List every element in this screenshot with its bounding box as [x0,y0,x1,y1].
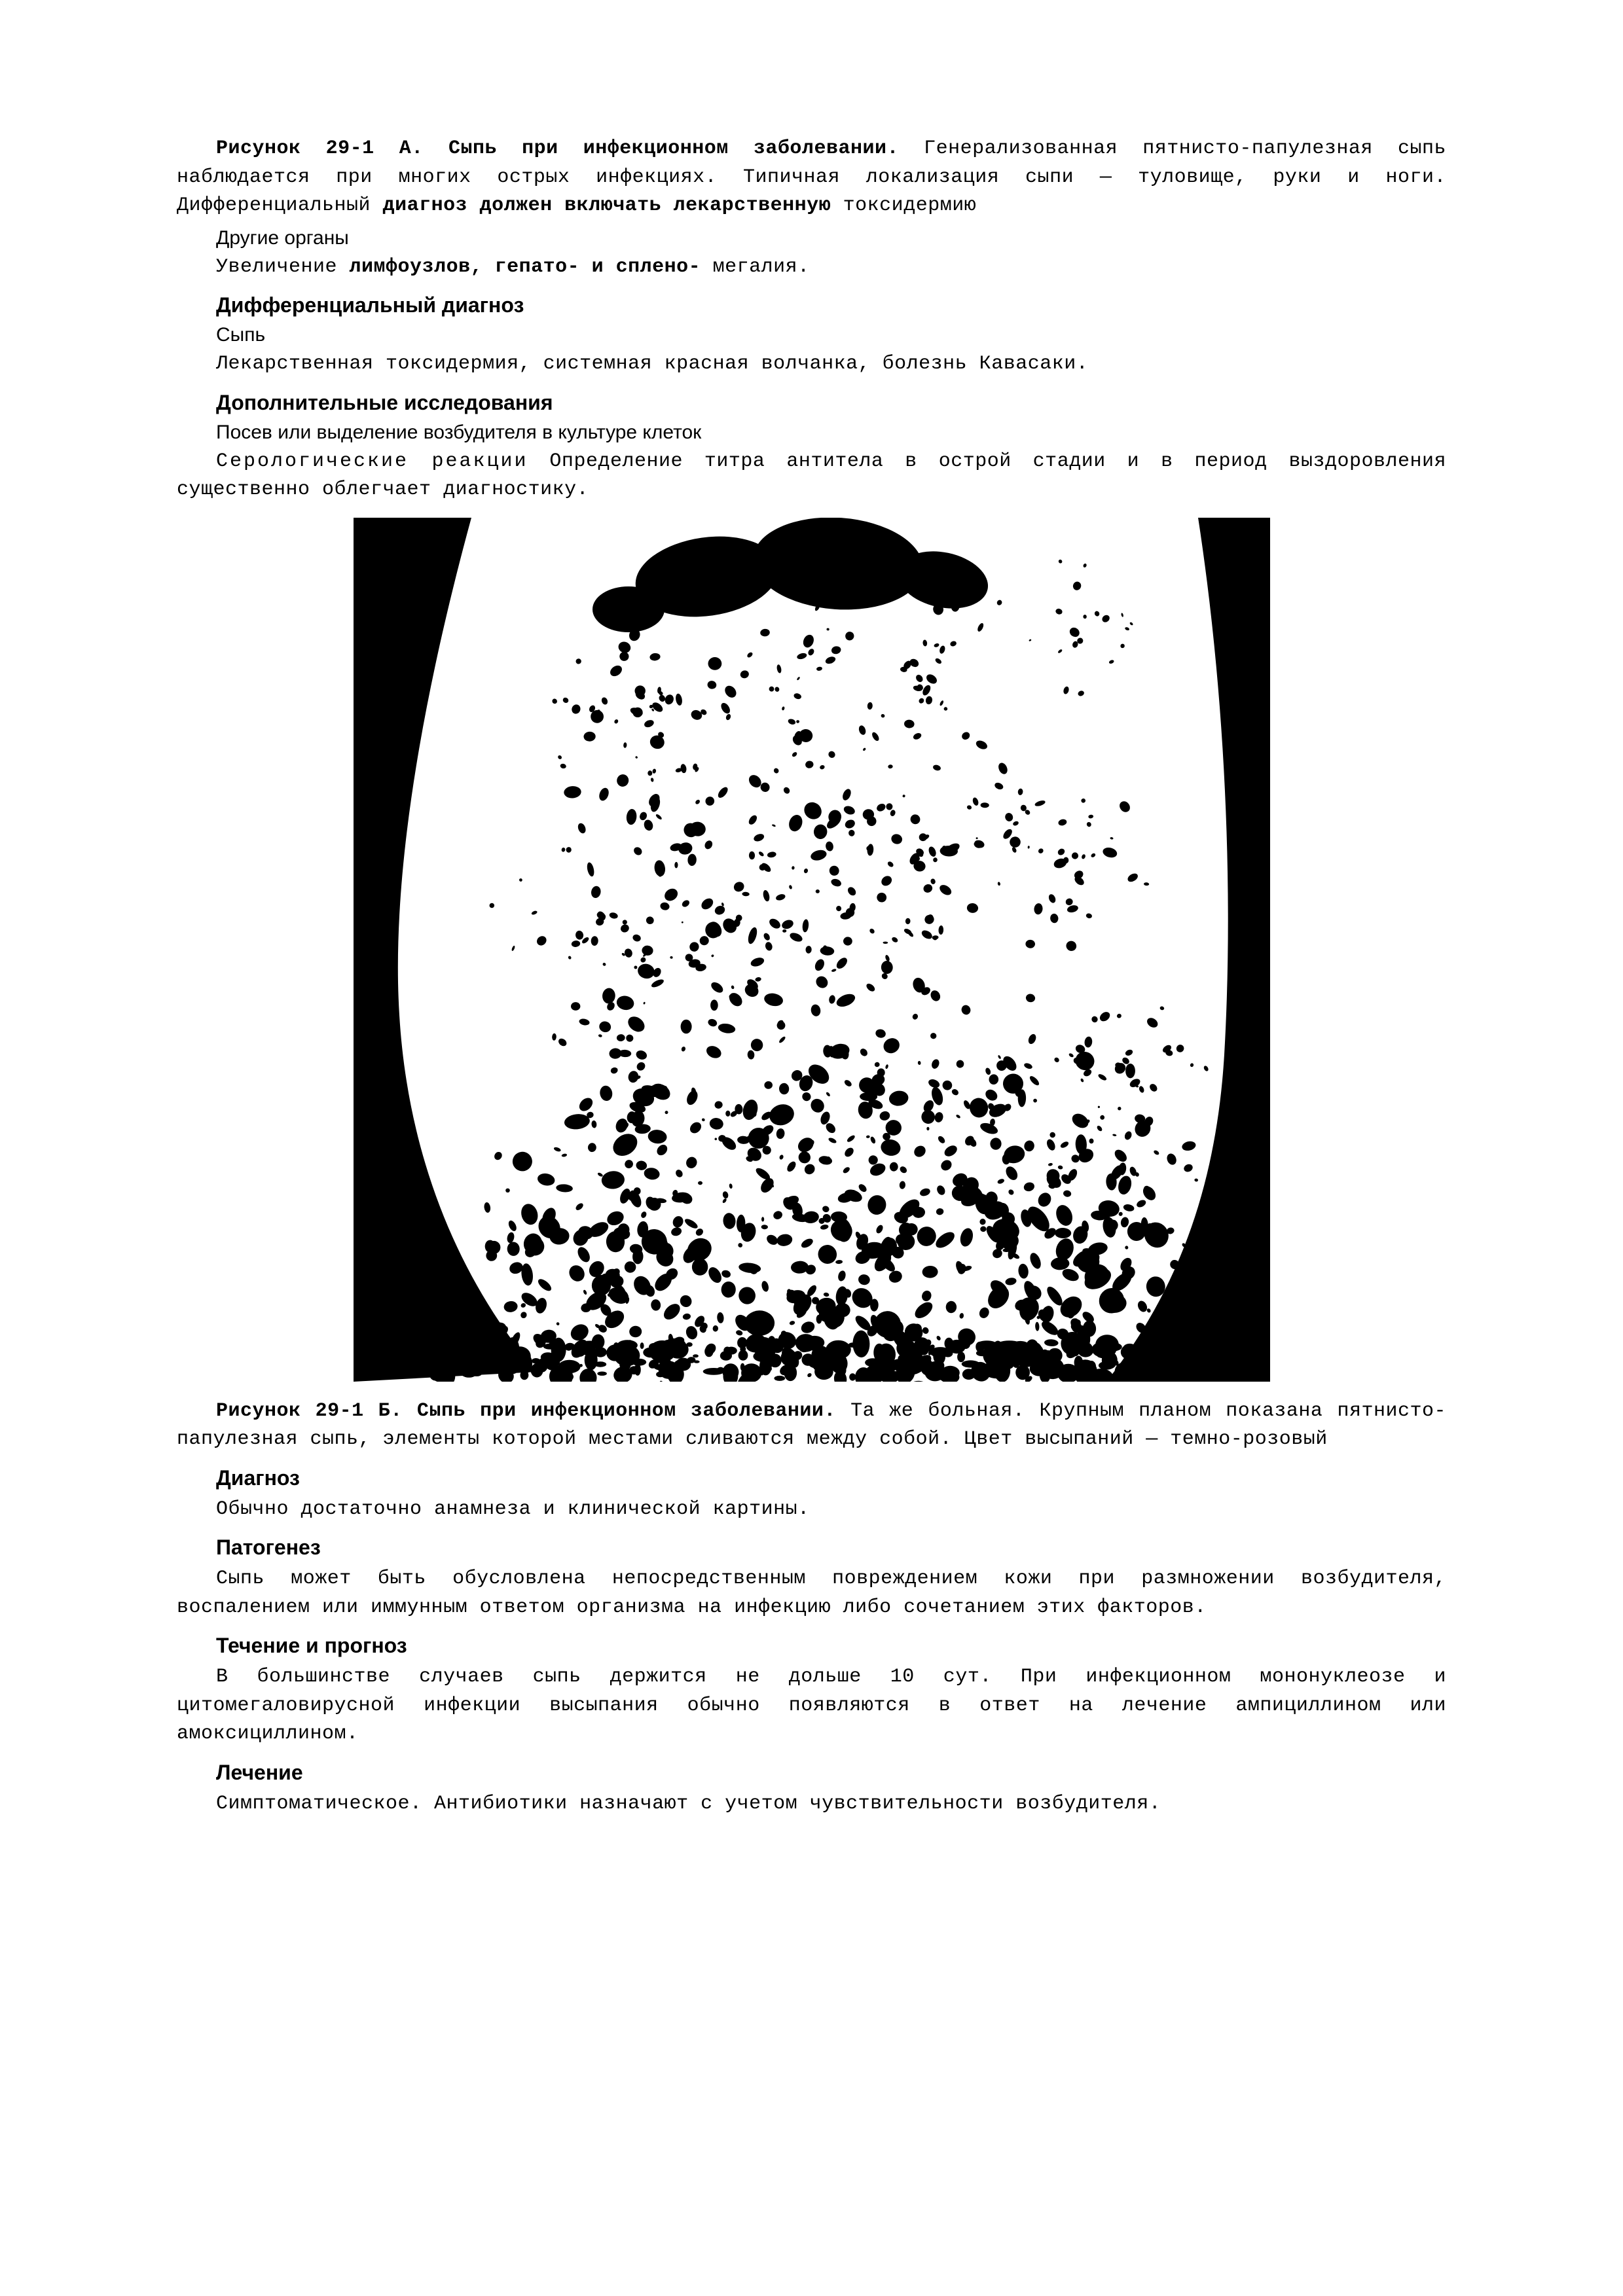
diffdx-heading: Дифференциальный диагноз [216,293,1446,317]
tx-body: Симптоматическое. Антибиотики назначают … [216,1790,1446,1819]
dx-body: Обычно достаточно анамнеза и клинической… [216,1496,1446,1524]
course-text: В большинстве случаев сыпь держится не д… [177,1666,1446,1745]
other-organs-post: мегалия. [701,256,810,278]
dx-heading: Диагноз [216,1466,1446,1490]
figure-b-caption: Рисунок 29-1 Б. Сыпь при инфекционном за… [177,1397,1446,1454]
addl-body: Серологические реакции Определение титра… [177,448,1446,505]
other-organs-heading: Другие органы [216,227,1446,249]
course-body: В большинстве случаев сыпь держится не д… [177,1663,1446,1749]
addl-heading: Дополнительные исследования [216,391,1446,415]
addl-lead: Серологические реакции [216,450,528,473]
page: Рисунок 29-1 А. Сыпь при инфекционном за… [0,0,1623,1956]
tx-heading: Лечение [216,1761,1446,1785]
path-body: Сыпь может быть обусловлена непосредстве… [177,1565,1446,1622]
figure-a-caption-lead: Рисунок 29-1 А. Сыпь при инфекционном за… [216,137,899,160]
path-heading: Патогенез [216,1535,1446,1560]
diffdx-body: Лекарственная токсидермия, системная кра… [216,350,1446,379]
figure-b-image [354,518,1270,1382]
clinical-photo-svg [354,518,1270,1382]
addl-sub: Посев или выделение возбудителя в культу… [216,422,1446,444]
figure-a-caption-bold2: диагноз должен включать лекарственную [383,194,831,217]
diffdx-sub: Сыпь [216,324,1446,346]
other-organs-body: Увеличение лимфоузлов, гепато- и сплено-… [216,253,1446,282]
figure-a-caption-post: токсидермию [831,194,976,217]
other-organs-bold: лимфоузлов, гепато- и сплено- [350,256,701,278]
figure-b-caption-lead: Рисунок 29-1 Б. Сыпь при инфекционном за… [216,1400,836,1422]
path-text: Сыпь может быть обусловлена непосредстве… [177,1568,1446,1619]
course-heading: Течение и прогноз [216,1634,1446,1658]
other-organs-pre: Увеличение [216,256,350,278]
figure-a-caption: Рисунок 29-1 А. Сыпь при инфекционном за… [177,135,1446,221]
